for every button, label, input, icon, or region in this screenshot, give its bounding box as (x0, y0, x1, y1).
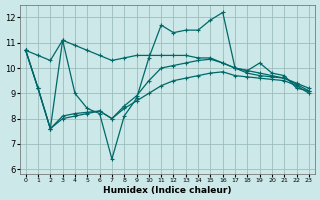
X-axis label: Humidex (Indice chaleur): Humidex (Indice chaleur) (103, 186, 232, 195)
